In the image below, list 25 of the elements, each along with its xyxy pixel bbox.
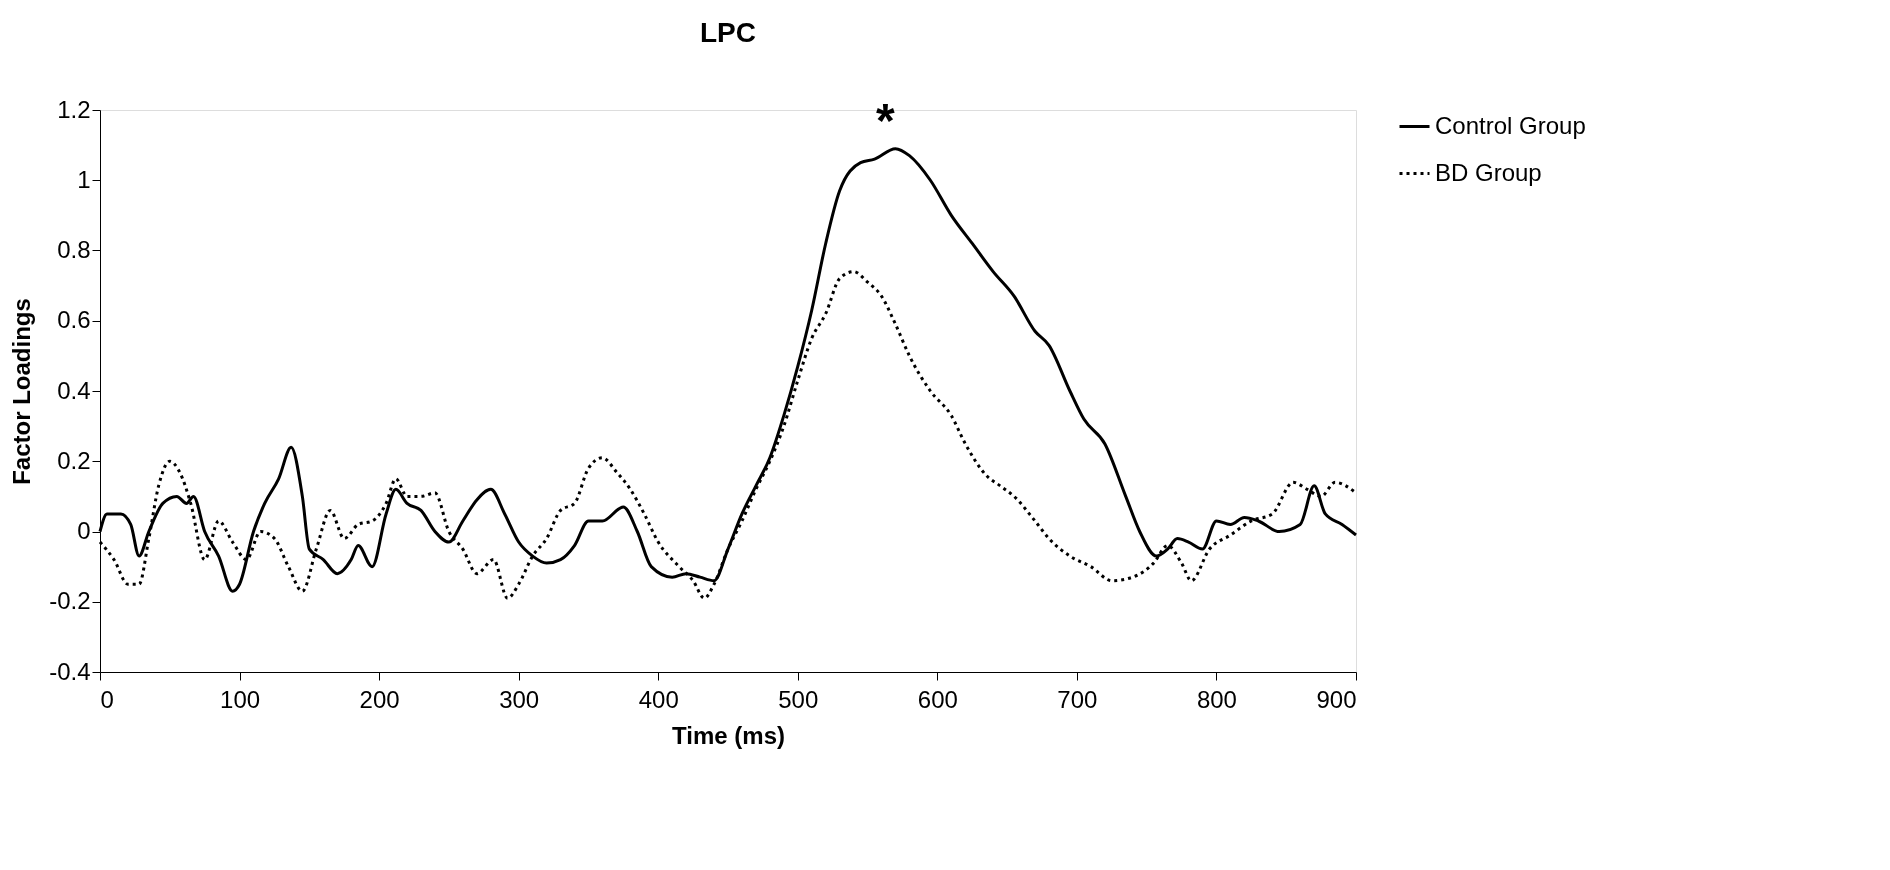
x-tick-label: 600 (917, 685, 958, 713)
y-tick-label: 1 (77, 165, 91, 193)
y-axis-title: Factor Loadings (8, 298, 36, 485)
x-tick-label: 100 (220, 685, 261, 713)
y-tick-label: 0.8 (57, 236, 91, 263)
x-tick-label: 400 (638, 685, 679, 713)
x-tick-label: 300 (499, 685, 540, 713)
x-axis-title: Time (ms) (672, 721, 785, 749)
legend-label: Control Group (1435, 111, 1586, 139)
x-tick-label: 0 (100, 685, 114, 713)
y-tick-label: 0.2 (57, 446, 91, 474)
y-tick-label: 0.4 (57, 376, 91, 404)
x-tick-label: 500 (778, 685, 819, 713)
y-tick-label: 1.2 (57, 95, 91, 123)
y-tick-label: 0 (77, 517, 91, 544)
annotation: * (876, 93, 896, 147)
x-tick-label: 900 (1316, 685, 1357, 713)
x-tick-label: 700 (1057, 685, 1098, 713)
legend-label: BD Group (1435, 158, 1542, 186)
x-tick-label: 200 (359, 685, 400, 713)
y-tick-label: -0.2 (49, 587, 91, 615)
y-tick-label: 0.6 (57, 306, 91, 334)
chart-title: LPC (700, 17, 756, 48)
y-tick-label: -0.4 (49, 657, 91, 685)
x-tick-label: 800 (1196, 685, 1237, 713)
